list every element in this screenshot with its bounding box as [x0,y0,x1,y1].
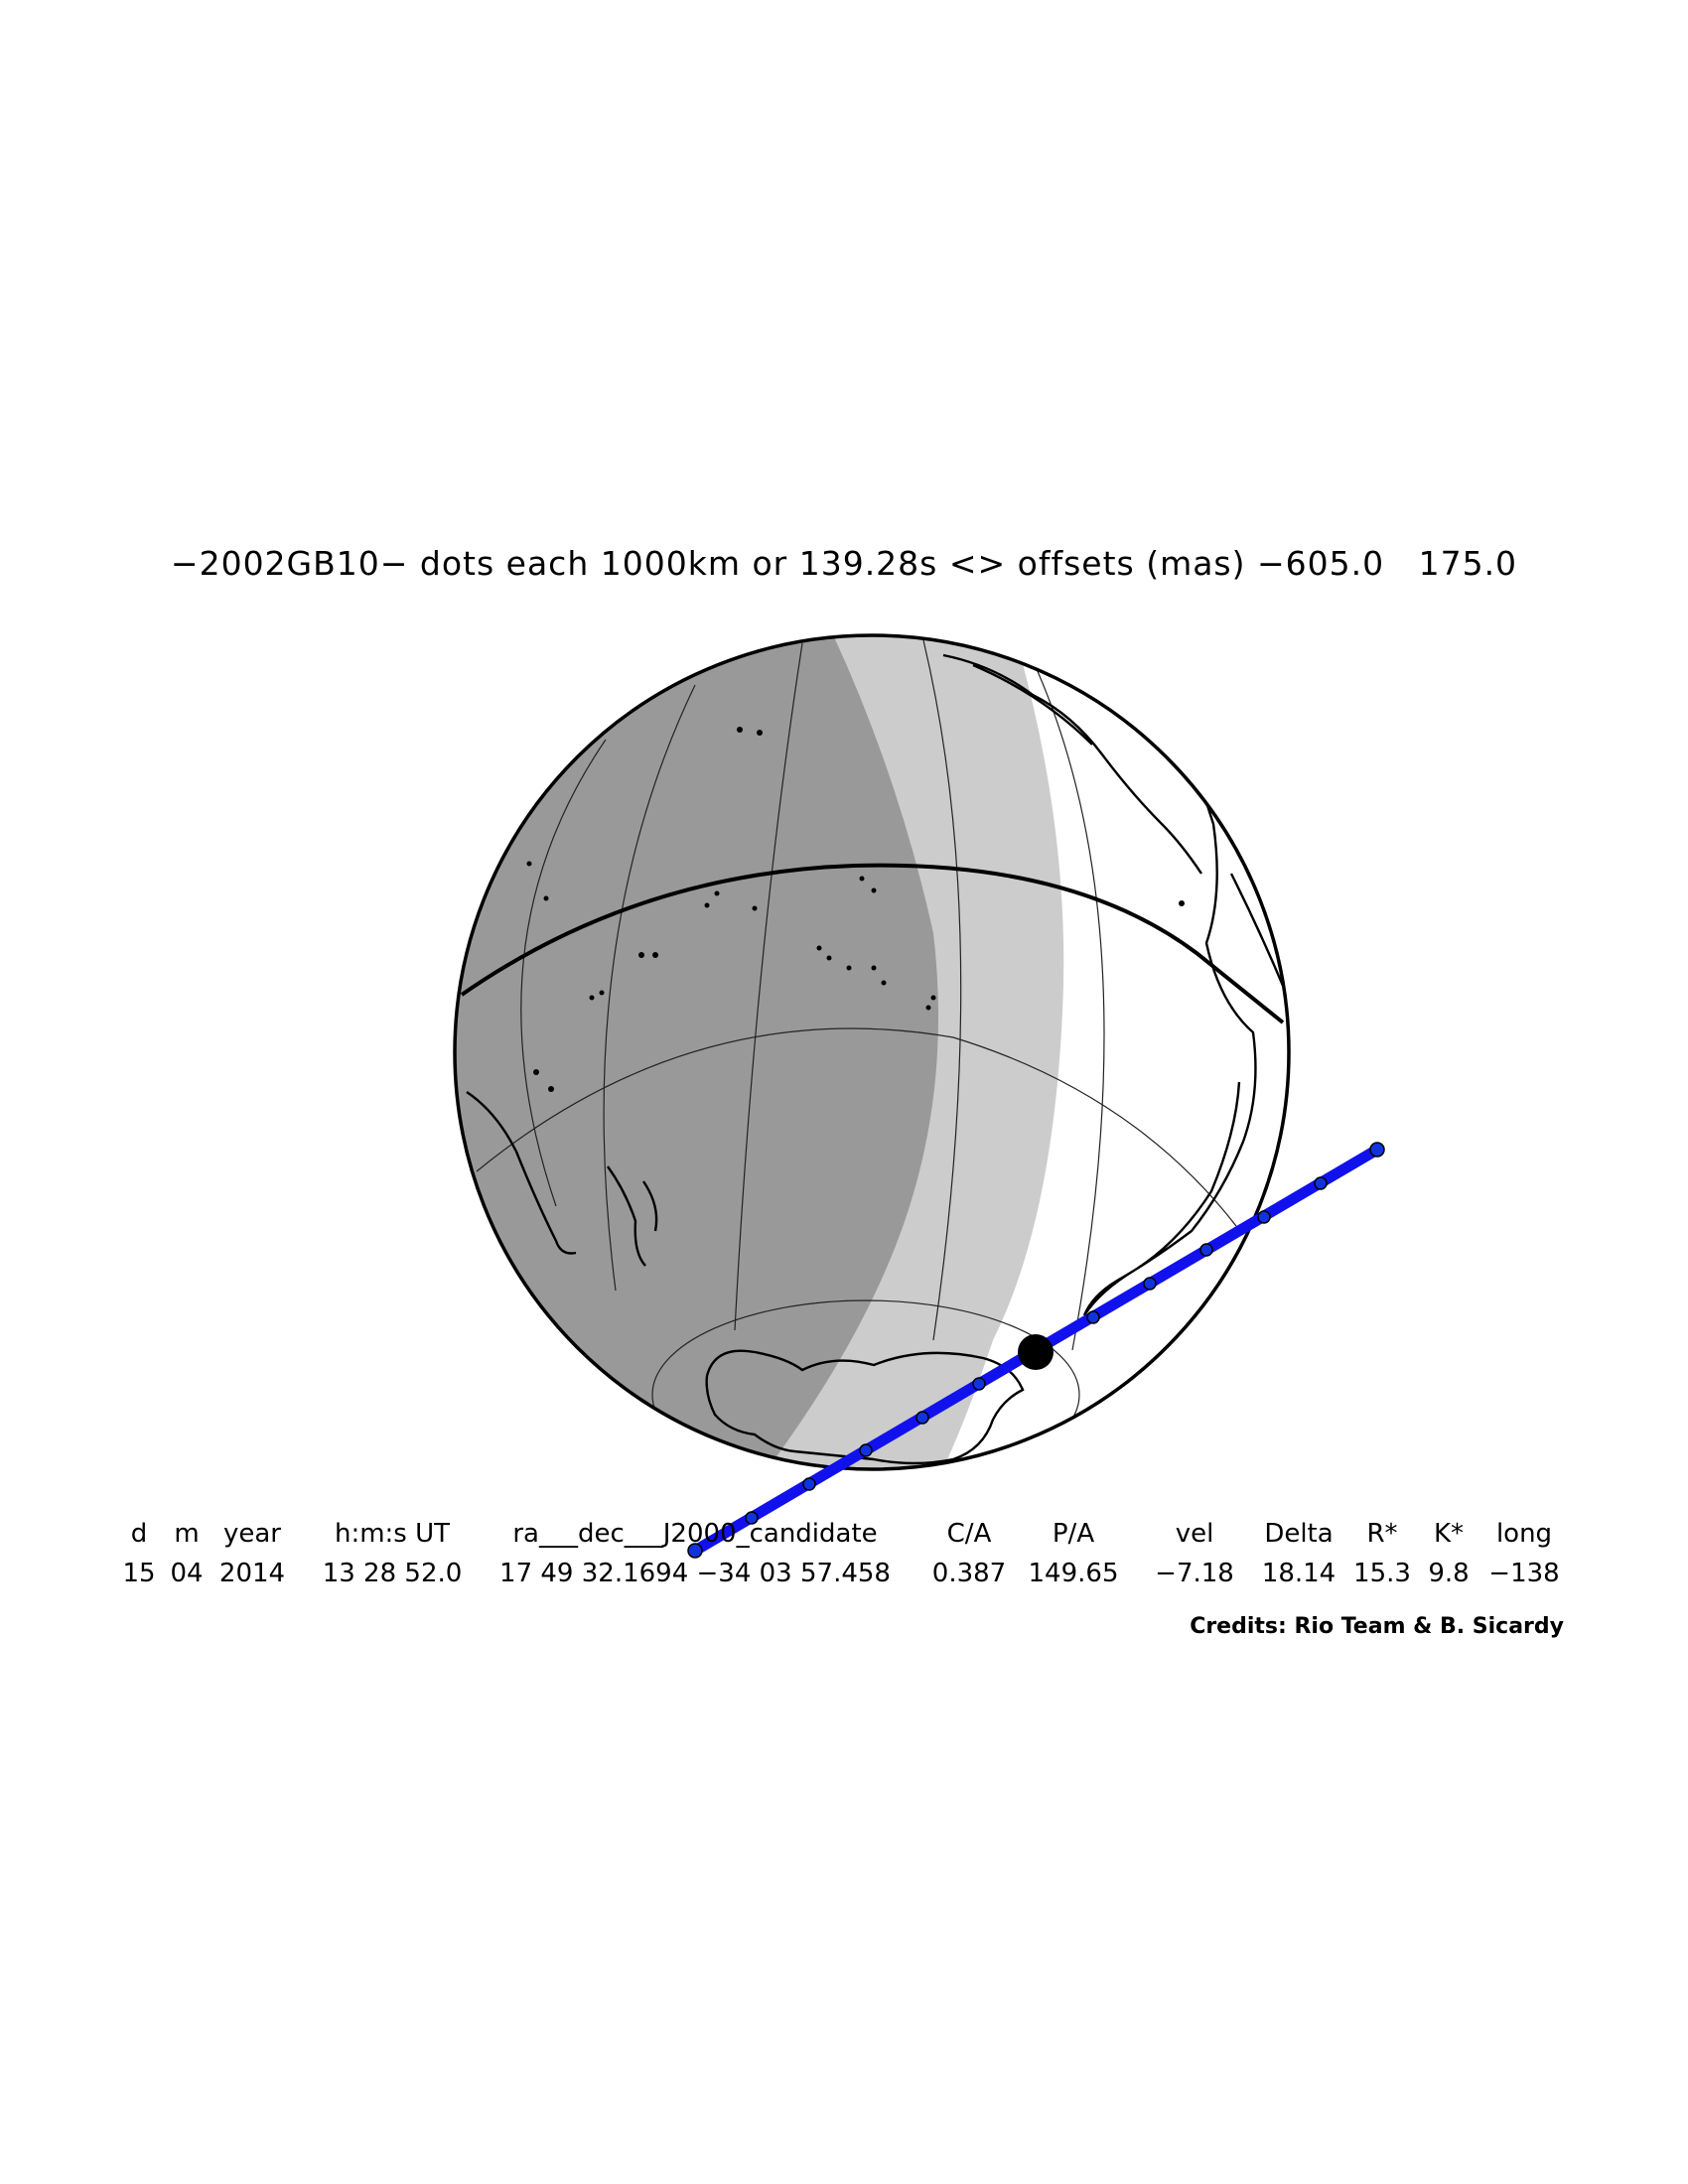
header-rstar: R* [1366,1519,1398,1549]
path-dot [1199,1243,1213,1257]
value-vel: −7.18 [1155,1559,1234,1588]
antarctica-coast [705,1349,1025,1465]
path-dot [1314,1176,1328,1190]
path-dot [915,1411,929,1425]
coastlines [466,653,1288,1465]
credits-text: Credits: Rio Team & B. Sicardy [1190,1614,1564,1639]
path-dot [745,1511,759,1525]
equator-line [460,863,1285,1024]
header-time: h:m:s UT [334,1519,451,1549]
header-year: year [222,1519,282,1549]
path-dot [1143,1277,1157,1291]
value-pa: 149.65 [1028,1559,1119,1588]
header-vel: vel [1175,1519,1214,1549]
australia-coast [466,1091,577,1255]
table-header-row: d m year h:m:s UT ra___dec___J2000_candi… [0,1519,1688,1559]
value-radec: 17 49 32.1694 −34 03 57.458 [499,1559,891,1588]
path-dots [687,1142,1385,1559]
value-year: 2014 [218,1559,286,1588]
path-dot [1369,1142,1385,1158]
path-dot [972,1377,986,1391]
value-d: 15 [122,1559,156,1588]
header-m: m [174,1519,200,1549]
night-region [455,635,938,1469]
path-dot [1086,1310,1100,1324]
plot-title: −2002GB10− dots each 1000km or 139.28s <… [170,544,1518,583]
value-delta: 18.14 [1261,1559,1336,1588]
header-delta: Delta [1264,1519,1334,1549]
header-ca: C/A [946,1519,992,1549]
central-america-coast [942,653,1202,875]
closest-approach-marker [1018,1334,1054,1370]
path-dot [1257,1210,1271,1224]
header-long: long [1495,1519,1553,1549]
value-m: 04 [170,1559,204,1588]
new-zealand-coast [607,1165,658,1267]
header-d: d [130,1519,148,1549]
path-dot [802,1477,816,1491]
globe-outline [453,633,1291,1471]
value-ca: 0.387 [931,1559,1007,1588]
value-time: 13 28 52.0 [322,1559,463,1588]
header-radec: ra___dec___J2000_candidate [512,1519,878,1549]
path-dot [859,1443,873,1457]
graticule-parallels [476,1027,1237,1469]
value-kstar: 9.8 [1428,1559,1470,1588]
header-kstar: K* [1433,1519,1465,1549]
table-value-row: 15 04 2014 13 28 52.0 17 49 32.1694 −34 … [0,1559,1688,1598]
path-dot [687,1543,703,1559]
value-long: −138 [1488,1559,1560,1588]
header-pa: P/A [1052,1519,1095,1549]
south-america-coast [1082,694,1257,1316]
value-rstar: 15.3 [1353,1559,1411,1588]
